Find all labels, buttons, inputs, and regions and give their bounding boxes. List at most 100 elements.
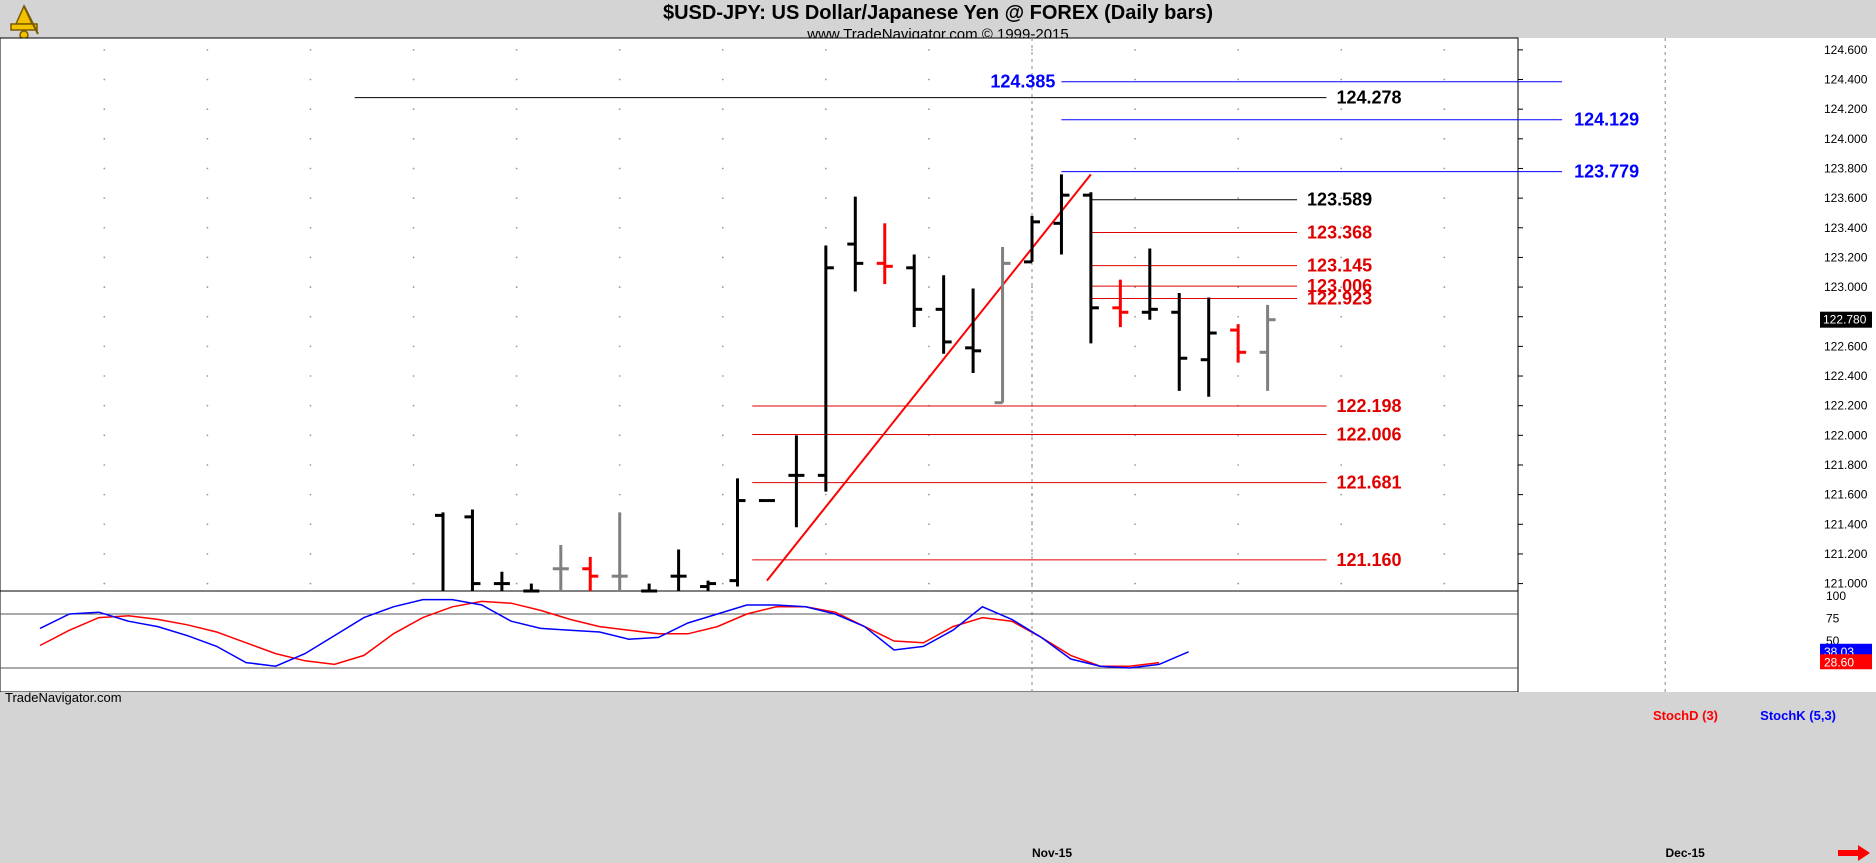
scroll-right-arrow-icon[interactable] [1838, 845, 1870, 861]
level-label: 122.198 [1337, 396, 1402, 416]
grid-dot [1134, 315, 1136, 318]
ohlc-bar [817, 245, 834, 492]
y-tick-label: 122.600 [1824, 339, 1868, 353]
stoch-y-tick-label: 100 [1826, 589, 1846, 603]
ohlc-bar [1112, 279, 1129, 328]
ohlc-bar [1230, 324, 1247, 363]
ohlc-bar [729, 478, 746, 587]
grid-dot [618, 404, 621, 407]
grid-dot [1443, 345, 1446, 348]
grid-dot [206, 375, 209, 377]
last-price-label: 122.780 [1823, 313, 1867, 327]
grid-dot [103, 523, 106, 526]
ohlc-bar [582, 556, 599, 591]
grid-dot [1031, 315, 1033, 318]
grid-dot [1443, 553, 1446, 555]
grid-dot [309, 78, 312, 81]
grid-dot [721, 345, 724, 348]
grid-dot [824, 553, 827, 555]
grid-dot [206, 256, 209, 259]
grid-dot [206, 523, 209, 526]
grid-dot [1443, 226, 1446, 229]
grid-dot [309, 137, 312, 140]
grid-dot [618, 226, 621, 229]
grid-dot [206, 167, 209, 170]
grid-dot [1340, 78, 1343, 81]
grid-dot [928, 256, 930, 259]
grid-dot [515, 553, 518, 555]
grid-dot [824, 78, 827, 81]
grid-dot [1031, 78, 1033, 81]
grid-dot [824, 523, 827, 526]
grid-dot [412, 464, 415, 466]
grid-dot [206, 404, 209, 407]
grid-dot [1237, 226, 1240, 229]
grid-dot [1237, 167, 1240, 170]
grid-dot [309, 315, 312, 318]
grid-dot [515, 137, 518, 140]
grid-dot [1443, 523, 1446, 526]
grid-dot [206, 108, 209, 111]
grid-dot [309, 375, 312, 377]
grid-dot [412, 197, 415, 200]
grid-dot [1443, 197, 1446, 200]
grid-dot [1340, 197, 1343, 200]
grid-dot [1134, 523, 1136, 526]
grid-dot [1443, 493, 1446, 496]
y-tick-label: 121.000 [1824, 577, 1868, 591]
level-label: 122.006 [1337, 424, 1402, 444]
grid-dot [206, 582, 209, 585]
grid-dot [824, 493, 827, 496]
grid-dot [412, 78, 415, 81]
ohlc-bar [876, 223, 893, 285]
grid-dot [309, 523, 312, 526]
grid-dot [206, 78, 209, 81]
grid-dot [309, 434, 312, 437]
grid-dot [1340, 167, 1343, 170]
grid-dot [515, 197, 518, 200]
grid-dot [1340, 286, 1343, 288]
grid-dot [928, 108, 930, 111]
grid-dot [1443, 582, 1446, 585]
grid-dot [1443, 286, 1446, 288]
grid-dot [928, 137, 930, 140]
ohlc-bar [1259, 304, 1276, 391]
grid-dot [206, 315, 209, 318]
x-tick-label: Nov-15 [1032, 846, 1072, 860]
legend-stochk: StochK (5,3) [1760, 708, 1836, 723]
stoch-panel-frame [0, 590, 1519, 693]
grid-dot [824, 582, 827, 585]
grid-dot [1340, 434, 1343, 437]
x-tick-label: Dec-15 [1665, 846, 1705, 860]
grid-dot [515, 226, 518, 229]
grid-dot [618, 78, 621, 81]
grid-dot [928, 493, 930, 496]
grid-dot [721, 582, 724, 585]
grid-dot [1340, 48, 1343, 51]
grid-dot [309, 404, 312, 407]
grid-dot [824, 48, 827, 51]
y-tick-label: 122.200 [1824, 399, 1868, 413]
grid-dot [1237, 375, 1240, 377]
grid-dot [103, 345, 106, 348]
grid-dot [1031, 286, 1033, 288]
grid-dot [309, 345, 312, 348]
ohlc-bar [935, 275, 952, 354]
grid-dot [1443, 167, 1446, 170]
y-tick-label: 122.400 [1824, 369, 1868, 383]
grid-dot [1443, 48, 1446, 51]
grid-dot [103, 286, 106, 288]
grid-dot [1340, 375, 1343, 377]
grid-dot [412, 137, 415, 140]
ohlc-bar [906, 254, 923, 328]
grid-dot [1237, 523, 1240, 526]
grid-dot [103, 256, 106, 259]
grid-dot [618, 375, 621, 377]
grid-dot [206, 434, 209, 437]
grid-dot [721, 464, 724, 466]
grid-dot [618, 108, 621, 111]
grid-dot [1443, 464, 1446, 466]
grid-dot [1031, 167, 1033, 170]
grid-dot [1134, 375, 1136, 377]
grid-dot [721, 256, 724, 259]
